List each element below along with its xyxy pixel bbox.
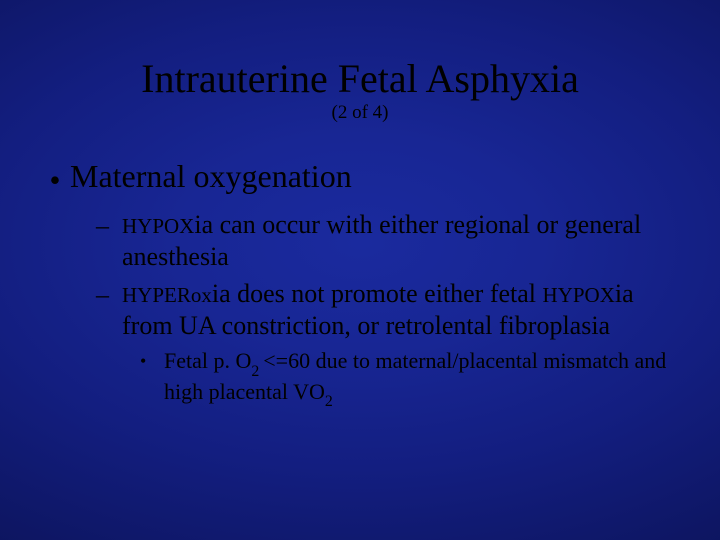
text-span: ia can occur with either regional or gen… (122, 210, 641, 271)
slide: Intrauterine Fetal Asphyxia (2 of 4) • M… (0, 0, 720, 540)
smallcaps-span: HYPOX (543, 283, 615, 307)
bullet-dot-icon: • (40, 158, 70, 199)
bullet-dot-icon: • (140, 348, 164, 372)
slide-content: • Maternal oxygenation – HYPOXia can occ… (0, 158, 720, 409)
text-span: Fetal p. O (164, 348, 251, 373)
bullet-level3: • Fetal p. O2 <=60 due to maternal/place… (40, 348, 676, 409)
subscript-span: 2 (325, 393, 333, 410)
dash-icon: – (96, 278, 122, 310)
level1-text: Maternal oxygenation (70, 158, 676, 196)
dash-icon: – (96, 209, 122, 241)
smallcaps-span: HYPOX (122, 214, 194, 238)
slide-subtitle: (2 of 4) (0, 102, 720, 124)
smallcaps-span: ox (191, 283, 212, 307)
level2-text-1: HYPOXia can occur with either regional o… (122, 209, 676, 272)
smallcaps-span: HYPER (122, 283, 191, 307)
level2-text-2: HYPERoxia does not promote either fetal … (122, 278, 676, 341)
level3-text: Fetal p. O2 <=60 due to maternal/placent… (164, 348, 676, 409)
slide-title: Intrauterine Fetal Asphyxia (0, 58, 720, 100)
subscript-span: 2 (251, 363, 263, 380)
bullet-level1: • Maternal oxygenation (40, 158, 676, 199)
bullet-level2: – HYPERoxia does not promote either feta… (40, 278, 676, 341)
text-span: ia does not promote either fetal (212, 279, 543, 308)
bullet-level2: – HYPOXia can occur with either regional… (40, 209, 676, 272)
